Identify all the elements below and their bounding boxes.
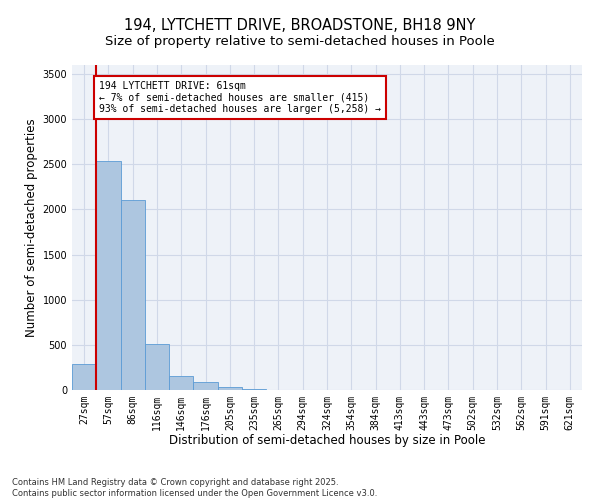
Bar	[121, 200, 145, 390]
Bar	[218, 388, 242, 390]
Bar	[193, 382, 218, 390]
Bar	[169, 376, 193, 390]
Bar	[145, 344, 169, 390]
Y-axis label: Number of semi-detached properties: Number of semi-detached properties	[25, 118, 38, 337]
Text: Size of property relative to semi-detached houses in Poole: Size of property relative to semi-detach…	[105, 35, 495, 48]
Text: 194, LYTCHETT DRIVE, BROADSTONE, BH18 9NY: 194, LYTCHETT DRIVE, BROADSTONE, BH18 9N…	[124, 18, 476, 32]
Bar	[96, 160, 121, 390]
Text: Contains HM Land Registry data © Crown copyright and database right 2025.
Contai: Contains HM Land Registry data © Crown c…	[12, 478, 377, 498]
Text: 194 LYTCHETT DRIVE: 61sqm
← 7% of semi-detached houses are smaller (415)
93% of : 194 LYTCHETT DRIVE: 61sqm ← 7% of semi-d…	[99, 81, 381, 114]
X-axis label: Distribution of semi-detached houses by size in Poole: Distribution of semi-detached houses by …	[169, 434, 485, 448]
Bar	[72, 364, 96, 390]
